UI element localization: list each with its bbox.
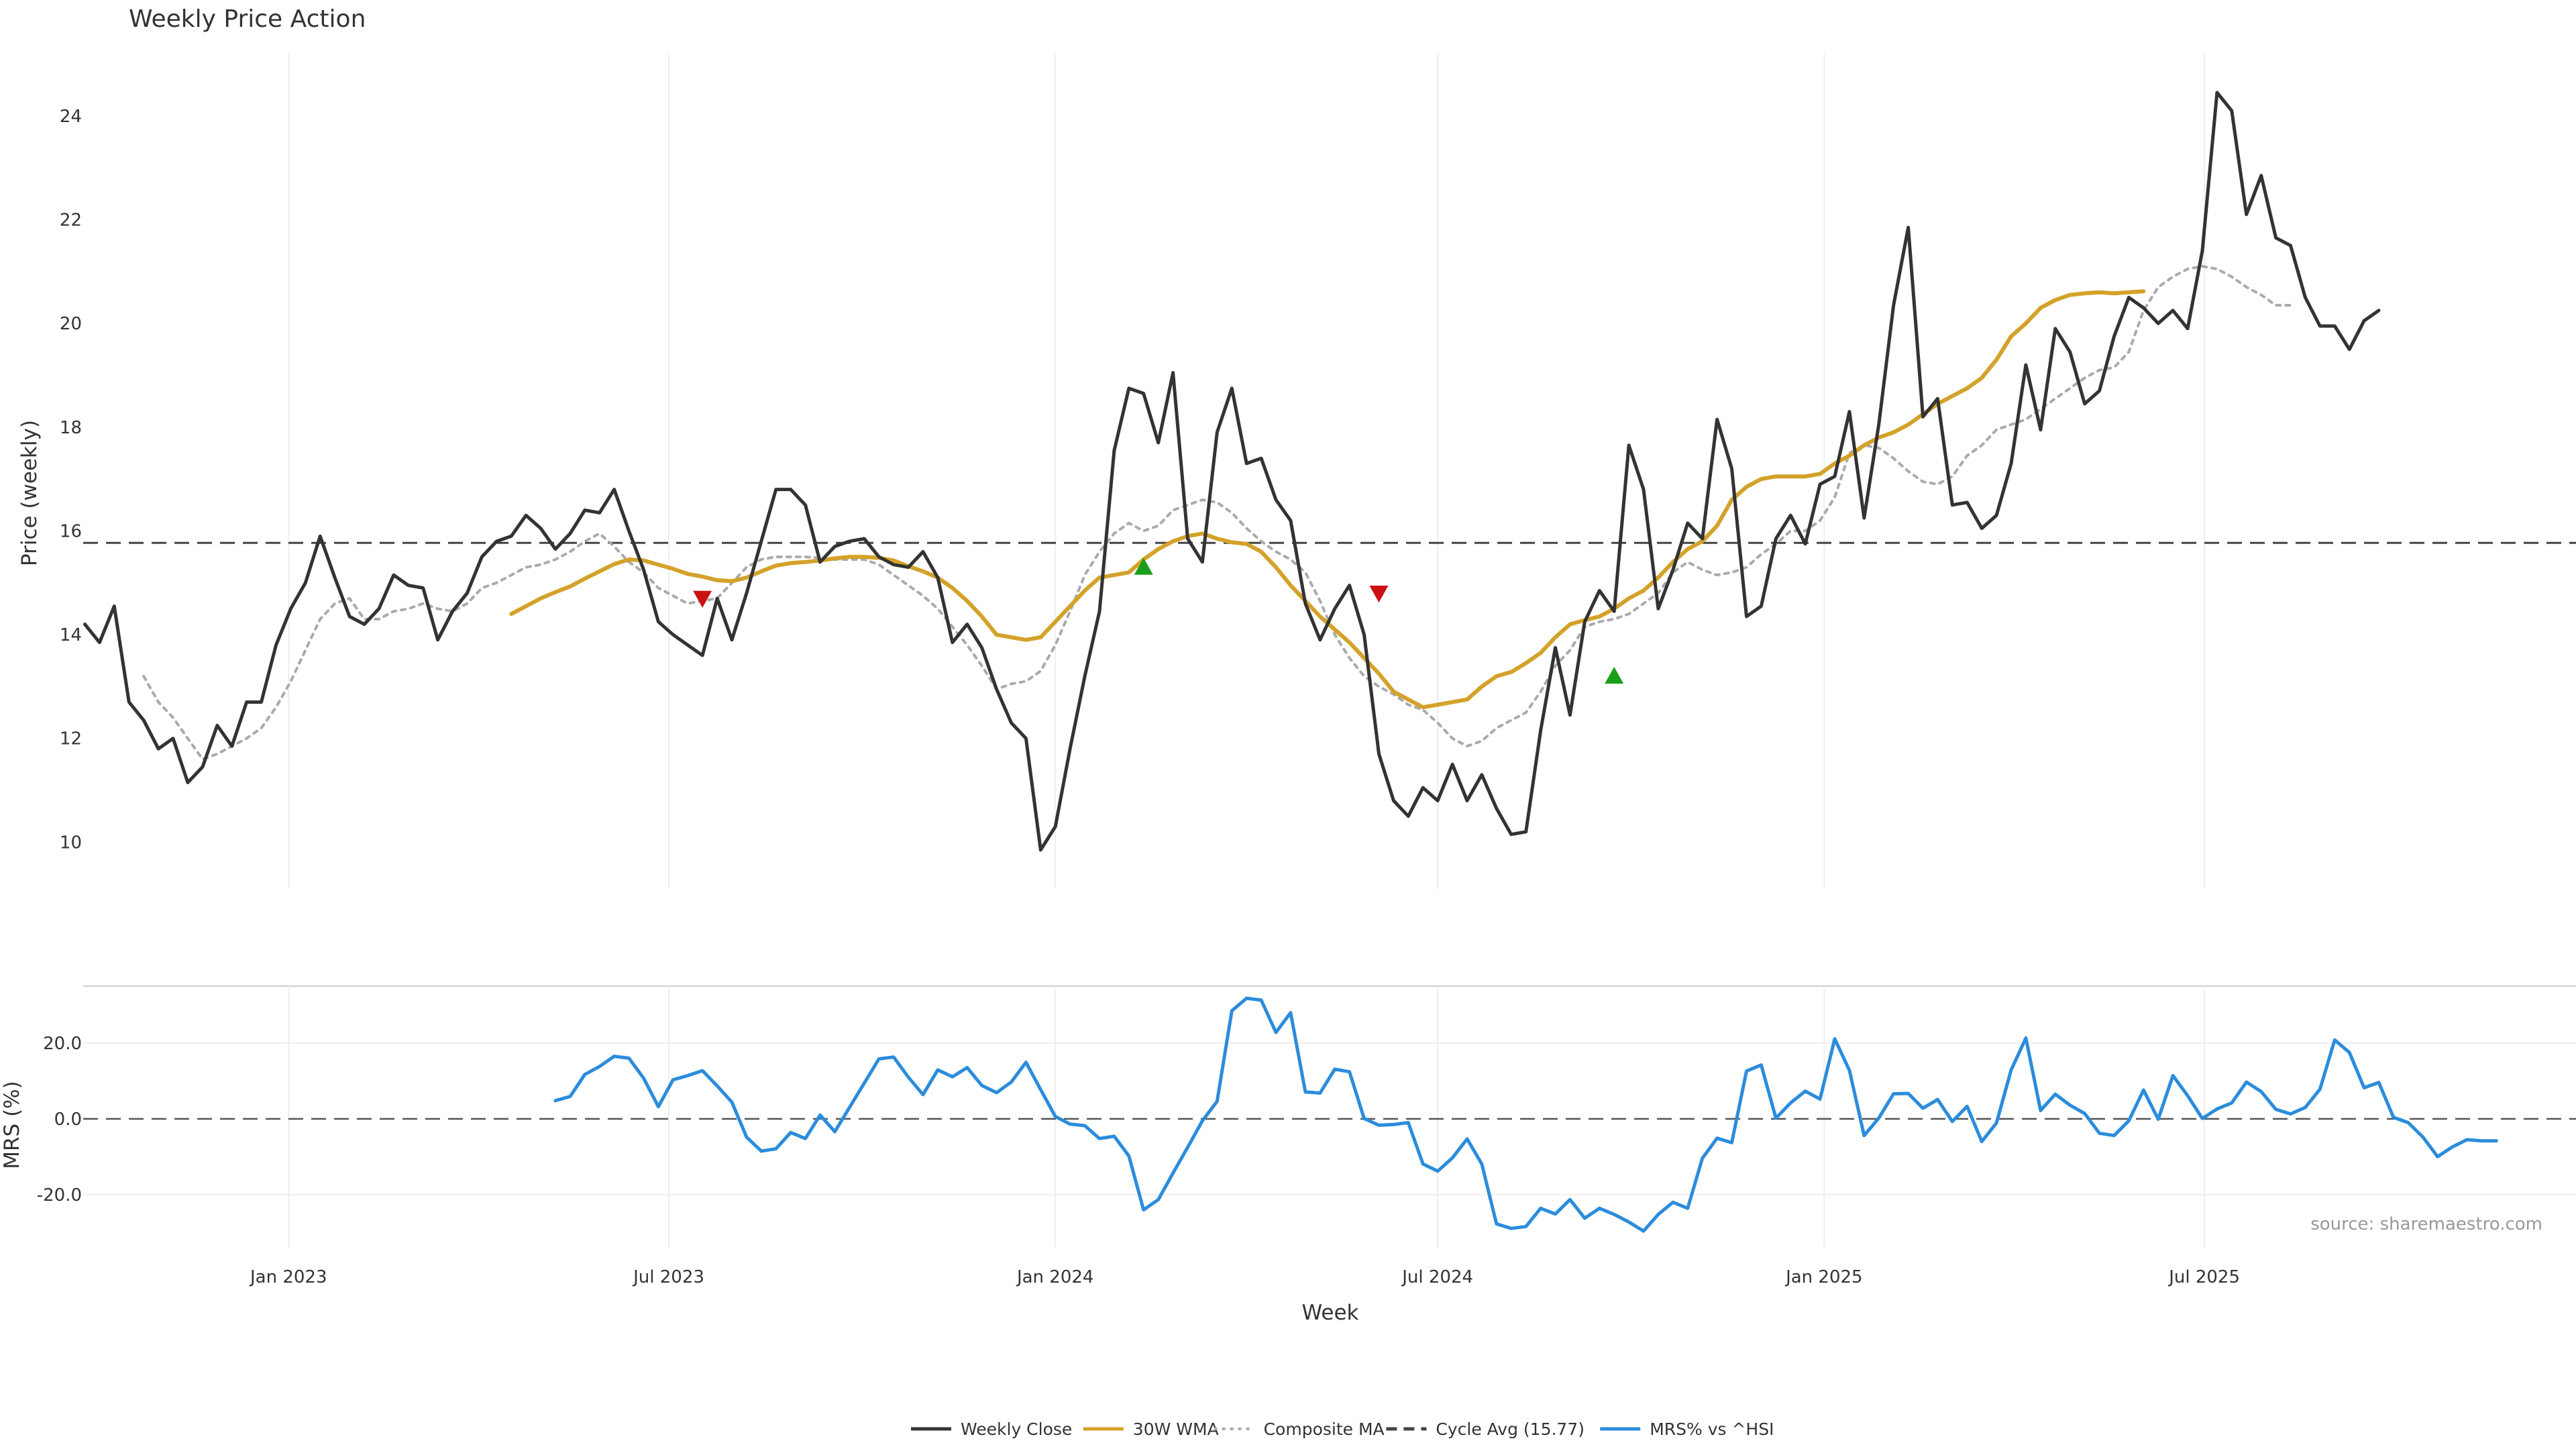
price-y-tick-label: 20 [60, 314, 82, 334]
x-tick-label: Jul 2024 [1401, 1267, 1473, 1287]
x-tick-label: Jul 2025 [2167, 1267, 2240, 1287]
mrs-series-group [553, 996, 2498, 1233]
price-y-tick-label: 22 [60, 210, 82, 230]
price-y-tick-label: 24 [60, 107, 82, 127]
x-tick-label: Jan 2025 [1784, 1267, 1863, 1287]
legend-label: Weekly Close [961, 1419, 1072, 1439]
legend: Weekly Close 30W WMA Composite MA Cycle Avg… [911, 1419, 1774, 1439]
x-tick-label: Jan 2024 [1016, 1267, 1094, 1287]
x-axis-ticks: Jan 2023 Jul 2023 Jan 2024 Jul 2024 Jan 2025… [249, 1267, 2240, 1287]
buy-signal-marker [1605, 666, 1624, 684]
legend-label: MRS% vs ^HSI [1650, 1419, 1774, 1439]
series-line-composite-ma [142, 265, 2292, 761]
sell-signal-marker [693, 590, 712, 608]
mrs-y-tick-label: 20.0 [43, 1034, 82, 1054]
mrs-y-axis-label: MRS (%) [0, 1081, 24, 1169]
sell-signal-marker [1369, 586, 1389, 603]
legend-label: Cycle Avg (15.77) [1436, 1419, 1585, 1439]
price-y-tick-label: 14 [60, 625, 82, 645]
chart-title: Weekly Price Action [129, 5, 366, 33]
x-tick-label: Jul 2023 [632, 1267, 704, 1287]
legend-label: 30W WMA [1133, 1419, 1219, 1439]
legend-label: Composite MA [1264, 1419, 1385, 1439]
source-note: source: sharemaestro.com [2310, 1214, 2542, 1234]
price-series-group [83, 91, 2381, 852]
price-y-tick-label: 18 [60, 418, 82, 438]
series-line-mrs-vs-hsi [553, 996, 2498, 1233]
x-tick-label: Jan 2023 [249, 1267, 327, 1287]
mrs-y-ticks: 20.0 0.0 -20.0 [37, 1034, 82, 1205]
price-y-tick-label: 16 [60, 521, 82, 541]
x-axis-label: Week [1302, 1301, 1359, 1325]
price-y-axis-label: Price (weekly) [17, 420, 42, 566]
signal-markers [693, 557, 1624, 684]
mrs-y-tick-label: -20.0 [37, 1185, 82, 1205]
mrs-y-tick-label: 0.0 [54, 1110, 82, 1130]
series-line-30w-wma [509, 289, 2146, 710]
price-panel: 10 12 14 16 18 20 22 24 Price (weekly) [17, 54, 2576, 889]
mrs-panel: 20.0 0.0 -20.0 MRS (%) source: sharemaestr… [0, 985, 2576, 1248]
price-grid [288, 54, 2206, 889]
series-line-weekly-close [83, 91, 2381, 852]
buy-signal-marker [1134, 557, 1153, 575]
price-y-tick-label: 12 [60, 729, 82, 749]
price-y-ticks: 10 12 14 16 18 20 22 24 [60, 107, 82, 853]
price-y-tick-label: 10 [60, 833, 82, 853]
